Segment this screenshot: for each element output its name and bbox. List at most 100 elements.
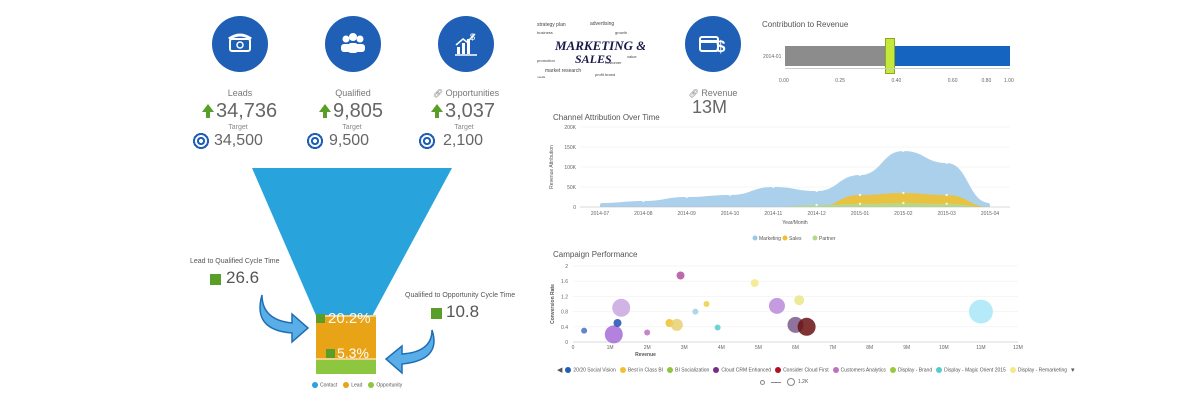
- scatter-point[interactable]: [612, 298, 631, 317]
- contribution-tick-label: 0.40: [891, 78, 902, 84]
- funnel-legend: Contact Lead Opportunity: [312, 382, 408, 388]
- scatter-point[interactable]: [968, 299, 993, 324]
- legend-swatch: [565, 366, 572, 373]
- x-axis-label: Revenue: [635, 352, 656, 358]
- y-tick-label: 150K: [564, 145, 576, 151]
- link-icon: 🔗︎: [688, 89, 699, 98]
- campaign-scatter-chart: 2 1.6 1.2 0.8 0.4 00 1M 2M 3M 4M 5M 6M 7M 8M 9M 10M 11M 1…: [550, 264, 1023, 358]
- legend-swatch[interactable]: [812, 235, 818, 241]
- scatter-point[interactable]: [604, 325, 623, 344]
- cycle-opp-label: Qualified to Opportunity Cycle Time: [405, 292, 516, 299]
- campaign-legend-item[interactable]: Display - Brand: [889, 366, 933, 374]
- area-point[interactable]: [858, 173, 862, 177]
- legend-item-opportunity[interactable]: Opportunity: [368, 382, 402, 388]
- area-point[interactable]: [902, 149, 905, 153]
- legend-item-contact[interactable]: Contact: [312, 382, 337, 388]
- funnel-pct-lead: 20.2%: [328, 310, 371, 327]
- kpi-leads-target-label: Target: [228, 124, 248, 131]
- area-series-partner[interactable]: [600, 203, 990, 207]
- x-tick-label: 2014-07: [591, 211, 610, 217]
- x-tick-label: 1M: [607, 345, 614, 351]
- contribution-tick-label: 0.60: [947, 78, 958, 84]
- x-tick-label: 2014-09: [677, 211, 696, 217]
- qualified-circle: [325, 16, 381, 72]
- campaign-legend-item[interactable]: BI Socialization: [667, 366, 709, 373]
- campaign-legend-item[interactable]: Display - Magic Orient 2015: [936, 366, 1006, 374]
- campaign-legend-item[interactable]: Consider Cloud First: [775, 366, 829, 373]
- legend-label[interactable]: Marketing: [759, 236, 781, 242]
- area-series-marketing[interactable]: [600, 151, 990, 207]
- cycle-lead-value: 26.6: [226, 268, 260, 287]
- legend-label[interactable]: Partner: [819, 236, 836, 242]
- scatter-point[interactable]: [676, 271, 685, 280]
- area-point[interactable]: [902, 191, 905, 195]
- area-point[interactable]: [988, 201, 992, 205]
- legend-item-lead[interactable]: Lead: [343, 382, 362, 388]
- scatter-point[interactable]: [714, 324, 721, 331]
- contribution-tick-label: 1.00: [1004, 78, 1014, 84]
- x-tick-label: 4M: [718, 345, 725, 351]
- scatter-point[interactable]: [703, 301, 710, 307]
- area-point[interactable]: [815, 203, 818, 207]
- legend-swatch[interactable]: [782, 235, 788, 241]
- scatter-point[interactable]: [797, 317, 816, 336]
- scatter-point[interactable]: [768, 297, 785, 314]
- scatter-point[interactable]: [670, 318, 683, 331]
- revenue-circle: $: [685, 16, 741, 72]
- scatter-point[interactable]: [692, 308, 699, 315]
- svg-text:media: media: [537, 75, 546, 79]
- area-point[interactable]: [945, 161, 948, 165]
- scatter-point[interactable]: [581, 327, 588, 334]
- funnel-opportunity-segment[interactable]: [316, 360, 376, 374]
- kpi-qualified-target: 9,500: [329, 132, 370, 149]
- x-tick-label: 0: [572, 345, 575, 351]
- kpi-opportunities-target: 2,100: [443, 132, 484, 149]
- contribution-slider-handle[interactable]: [884, 38, 895, 74]
- cycle-lead-marker: [210, 274, 221, 285]
- legend-label: Cloud CRM Enhanced: [721, 367, 772, 374]
- svg-text:strategy plan: strategy plan: [537, 22, 566, 28]
- scatter-point[interactable]: [750, 279, 759, 288]
- contribution-axis: [785, 68, 1010, 69]
- legend-scroll-left-icon[interactable]: ◀: [557, 367, 563, 374]
- kpi-leads-label: Leads: [227, 88, 253, 98]
- scatter-point[interactable]: [613, 319, 622, 327]
- y-tick-label: 0.8: [561, 310, 568, 316]
- legend-swatch[interactable]: [752, 235, 758, 241]
- contribution-title: Contribution to Revenue: [762, 20, 849, 29]
- legend-label: Display - Magic Orient 2015: [944, 367, 1006, 374]
- legend-label[interactable]: Sales: [789, 236, 802, 242]
- area-point[interactable]: [902, 201, 905, 205]
- funnel-contact-segment[interactable]: [252, 168, 452, 320]
- x-tick-label: 9M: [903, 345, 910, 351]
- area-point[interactable]: [728, 193, 732, 197]
- campaign-legend: ◀ 20/20 Social Vision Best in Class BI BI …: [557, 366, 1075, 374]
- contribution-tick-label: 0.25: [835, 78, 845, 84]
- scatter-point[interactable]: [794, 295, 805, 306]
- scatter-point[interactable]: [644, 329, 651, 336]
- area-point[interactable]: [945, 193, 948, 197]
- campaign-legend-item[interactable]: Customers Analytics: [832, 366, 886, 373]
- area-point[interactable]: [858, 202, 862, 205]
- area-point[interactable]: [642, 199, 645, 203]
- area-point[interactable]: [945, 202, 948, 205]
- area-point[interactable]: [815, 189, 818, 193]
- phone-icon: [228, 33, 252, 52]
- campaign-legend-item[interactable]: Best in Class BI: [619, 366, 663, 373]
- area-point[interactable]: [858, 193, 862, 197]
- funnel-pct-opportunity: 5.3%: [337, 345, 369, 361]
- legend-label: Display - Brand: [897, 367, 933, 374]
- kpi-opportunities-value: 3,037: [445, 100, 496, 122]
- x-tick-label: 12M: [1013, 345, 1023, 351]
- campaign-legend-item[interactable]: 20/20 Social Vision: [565, 366, 616, 373]
- area-point[interactable]: [772, 185, 775, 189]
- area-point[interactable]: [685, 195, 688, 199]
- campaign-legend-item[interactable]: Cloud CRM Enhanced: [713, 366, 772, 374]
- legend-more-icon[interactable]: ▾: [1071, 367, 1075, 374]
- x-tick-label: 2M: [644, 345, 651, 351]
- area-point[interactable]: [598, 201, 602, 205]
- x-tick-label: 2015-04: [981, 211, 1000, 217]
- campaign-legend-item[interactable]: Display - Remarketing: [1009, 366, 1067, 373]
- kpi-revenue-label: 🔗︎ Revenue: [688, 88, 738, 98]
- y-tick-label: 0.4: [561, 325, 568, 331]
